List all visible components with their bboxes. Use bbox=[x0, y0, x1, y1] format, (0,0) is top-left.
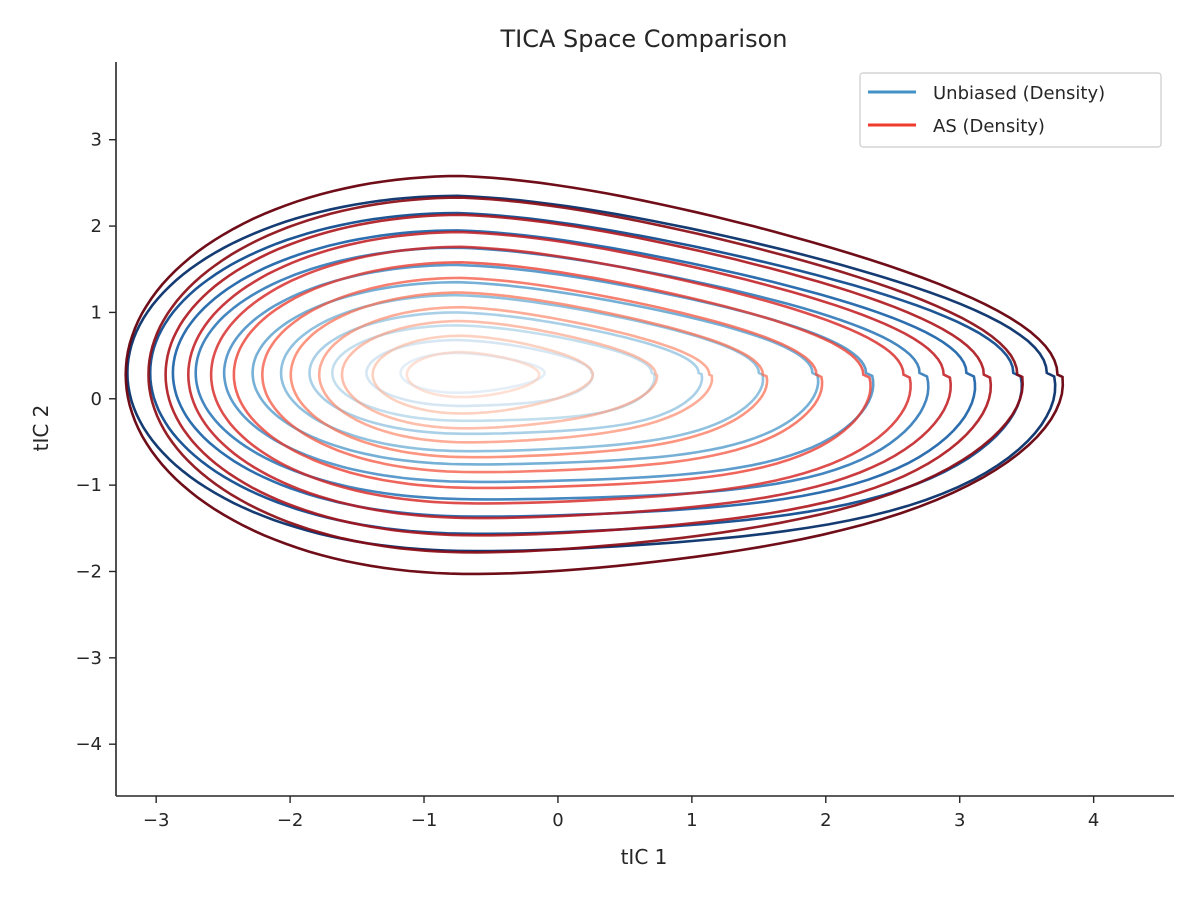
y-tick-label: 1 bbox=[91, 302, 102, 323]
legend-label-as: AS (Density) bbox=[933, 116, 1045, 137]
legend: Unbiased (Density) AS (Density) bbox=[859, 72, 1162, 148]
contour-line-unbiased bbox=[222, 263, 875, 484]
contour-line-as bbox=[405, 350, 541, 399]
contour-line-unbiased bbox=[308, 311, 704, 436]
contour-line-as bbox=[232, 260, 872, 490]
y-tick-label: −1 bbox=[75, 475, 102, 496]
contour-line-as bbox=[147, 196, 1025, 554]
y-ticks: −4 −3 −2 −1 0 1 2 3 bbox=[75, 130, 116, 755]
y-axis-label: tIC 2 bbox=[29, 405, 53, 452]
contour-line-unbiased bbox=[251, 280, 820, 466]
chart-title: TICA Space Comparison bbox=[499, 25, 787, 53]
x-tick-label: 1 bbox=[686, 810, 697, 831]
y-tick-label: −4 bbox=[75, 734, 102, 755]
x-ticks: −3 −2 −1 0 1 2 3 4 bbox=[143, 796, 1099, 831]
contour-plot-area bbox=[124, 174, 1065, 576]
contour-line-unbiased bbox=[171, 229, 977, 518]
x-tick-label: −3 bbox=[143, 810, 170, 831]
y-tick-label: 2 bbox=[91, 216, 102, 237]
axes bbox=[115, 62, 1174, 797]
contour-line-as bbox=[317, 305, 714, 444]
legend-frame bbox=[859, 72, 1162, 148]
y-tick-label: 0 bbox=[91, 389, 102, 410]
legend-label-unbiased: Unbiased (Density) bbox=[933, 83, 1105, 104]
contour-line-as bbox=[289, 291, 769, 459]
contour-line-unbiased bbox=[330, 324, 656, 423]
y-tick-label: 3 bbox=[91, 130, 102, 151]
contour-line-unbiased bbox=[148, 211, 1024, 536]
contour-line-unbiased bbox=[126, 194, 1057, 553]
contour-line-as bbox=[209, 245, 912, 505]
y-tick-label: −2 bbox=[75, 561, 102, 582]
contour-line-as bbox=[186, 230, 953, 520]
contour-line-as bbox=[164, 213, 993, 537]
contour-line-unbiased bbox=[279, 293, 765, 453]
x-tick-label: −1 bbox=[411, 810, 438, 831]
x-tick-label: −2 bbox=[277, 810, 304, 831]
contour-line-as bbox=[124, 174, 1065, 576]
contour-line-as bbox=[260, 276, 824, 474]
x-tick-label: 2 bbox=[820, 810, 831, 831]
x-tick-label: 4 bbox=[1088, 810, 1099, 831]
contour-line-as bbox=[371, 334, 595, 415]
contour-line-as bbox=[340, 319, 659, 430]
x-axis-label: tIC 1 bbox=[621, 845, 668, 869]
y-tick-label: −3 bbox=[75, 648, 102, 669]
x-tick-label: 0 bbox=[552, 810, 563, 831]
contour-line-unbiased bbox=[365, 338, 595, 408]
x-tick-label: 3 bbox=[954, 810, 965, 831]
contour-series-as bbox=[124, 174, 1065, 576]
contour-series-unbiased bbox=[126, 194, 1057, 553]
